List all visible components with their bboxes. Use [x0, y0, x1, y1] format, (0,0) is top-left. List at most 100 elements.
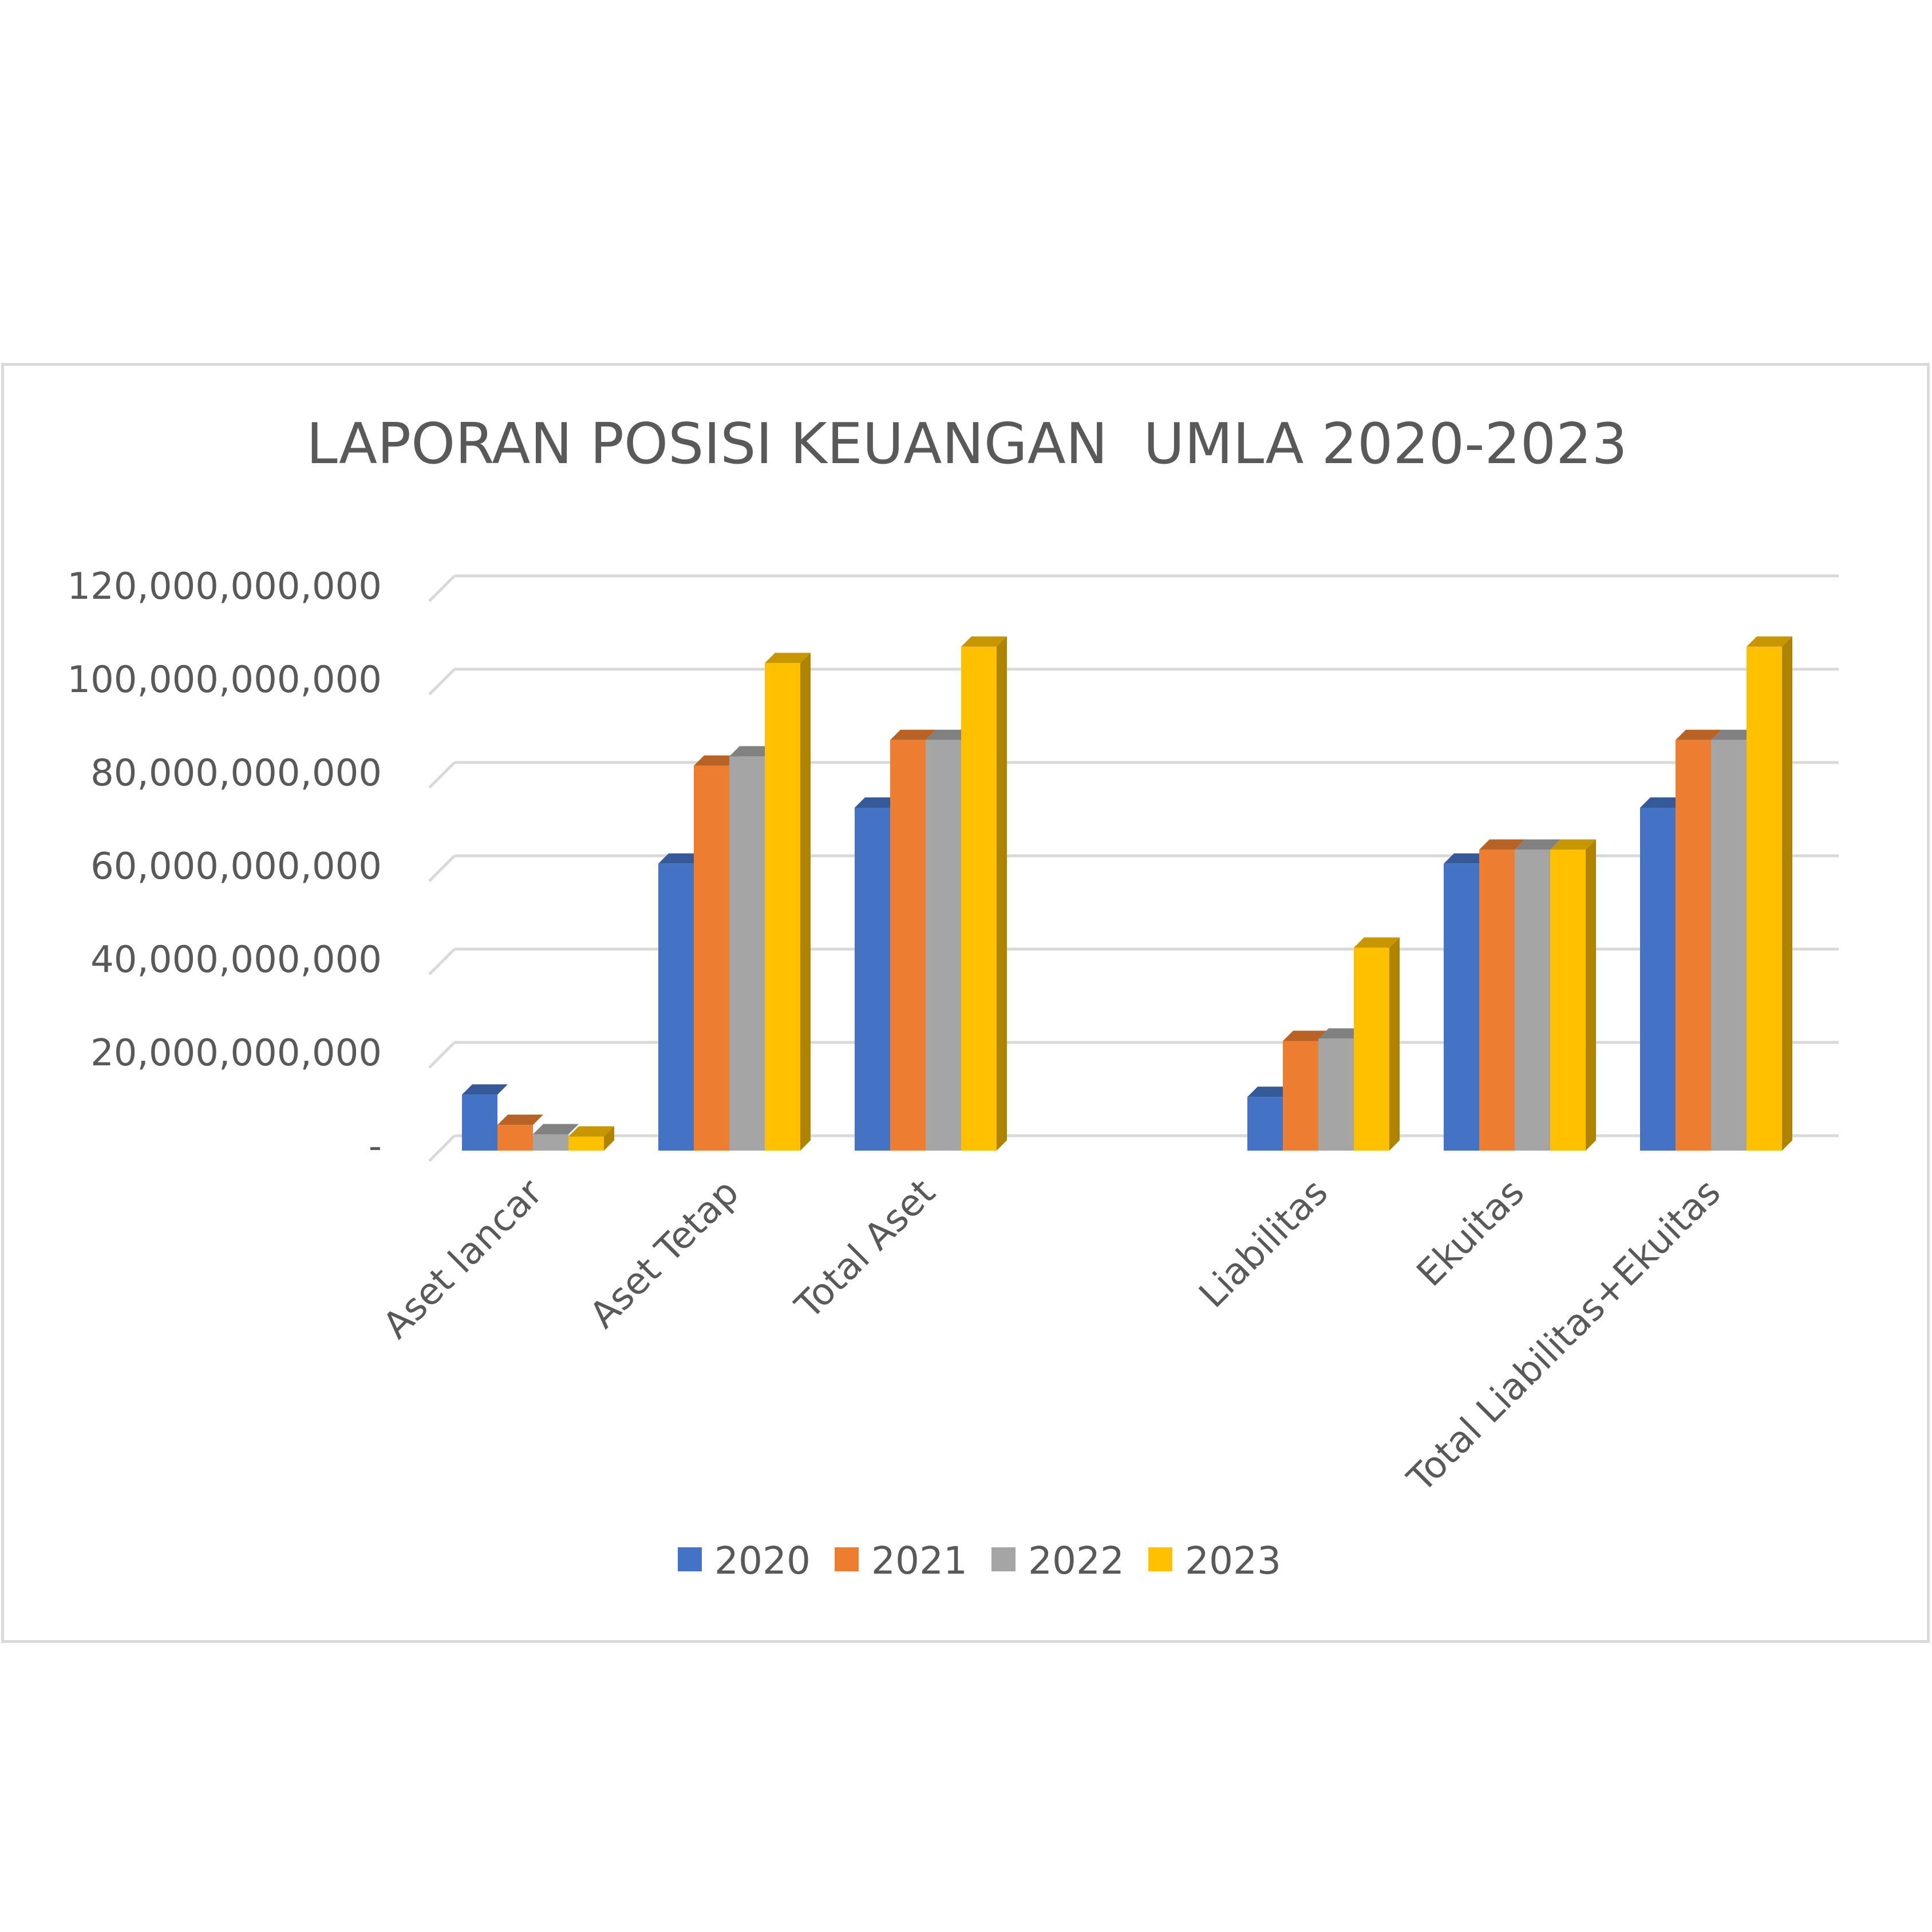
bar [765, 653, 811, 1151]
bar [1444, 853, 1490, 1151]
gridline-depth [428, 1135, 456, 1162]
legend-label: 2020 [714, 1539, 811, 1583]
bar-top [1676, 729, 1721, 740]
x-tick-label: Total Liabilitas+Ekuitas [1400, 1171, 1729, 1501]
legend-label: 2023 [1185, 1539, 1281, 1583]
bar [568, 1126, 614, 1151]
bar-front [765, 663, 800, 1151]
bar-top [462, 1084, 508, 1095]
x-tick-label: Aset Tetap [582, 1171, 747, 1337]
bar [1550, 839, 1596, 1151]
bar [961, 636, 1007, 1151]
bar-front [1515, 850, 1550, 1151]
bar [890, 729, 936, 1151]
bar-front [694, 765, 729, 1151]
y-tick-label: 120,000,000,000 [67, 566, 382, 608]
bar-front [926, 740, 961, 1151]
bar-chart: LAPORAN POSISI KEUANGAN UMLA 2020-2023 -… [67, 412, 1839, 1583]
bar [462, 1084, 508, 1151]
bar-top [533, 1124, 579, 1135]
bar-front [961, 646, 997, 1151]
bar [1247, 1086, 1293, 1151]
bar [729, 746, 775, 1151]
bar-side [1586, 839, 1596, 1151]
bar [1515, 839, 1560, 1151]
gridline-depth [428, 1041, 456, 1069]
x-tick-label: Liabilitas [1191, 1171, 1336, 1316]
bar-top [1444, 853, 1490, 864]
bar-front [1676, 740, 1711, 1151]
bar [1676, 729, 1721, 1151]
bar-front [1747, 646, 1782, 1151]
bar [1479, 839, 1525, 1151]
bar-top [765, 653, 811, 663]
bar-top [1550, 839, 1596, 850]
gridline-depth [428, 761, 456, 789]
bar [1318, 1028, 1364, 1151]
x-tick-label: Aset lancar [375, 1171, 551, 1348]
y-tick-label: 20,000,000,000 [90, 1032, 382, 1074]
bar-top [568, 1126, 614, 1137]
bar-side [604, 1126, 614, 1151]
chart-title: LAPORAN POSISI KEUANGAN UMLA 2020-2023 [306, 412, 1627, 477]
legend-swatch [678, 1547, 702, 1571]
bar-side [800, 653, 811, 1151]
bar [497, 1115, 543, 1151]
bar-front [1354, 947, 1389, 1151]
bar-top [1318, 1028, 1364, 1039]
x-axis-ticks: Aset lancar Aset Tetap Total Aset Liabilita… [375, 1171, 1729, 1501]
bar-top [1283, 1030, 1329, 1041]
gridline-depth [428, 575, 456, 602]
bar-top [497, 1115, 543, 1125]
bar-top [1640, 797, 1686, 808]
bar [1354, 937, 1400, 1151]
bar-front [1479, 850, 1515, 1151]
bar-top [694, 755, 740, 766]
y-tick-label: 60,000,000,000 [90, 846, 382, 888]
bar-top [1747, 636, 1792, 647]
bar [855, 797, 900, 1151]
bar-top [1479, 839, 1525, 850]
y-tick-label: 100,000,000,000 [67, 659, 382, 701]
bar-front [1550, 850, 1586, 1151]
bar-top [890, 729, 936, 740]
y-tick-label: - [369, 1125, 382, 1168]
bar-front [533, 1134, 568, 1151]
y-axis-ticks: - 20,000,000,000 40,000,000,000 60,000,000,… [67, 566, 382, 1168]
gridline-depth [428, 855, 456, 882]
bars [462, 636, 1792, 1151]
legend-swatch [835, 1547, 859, 1571]
legend-label: 2021 [871, 1539, 967, 1583]
bar-front [1318, 1038, 1354, 1151]
bar-front [890, 740, 926, 1151]
bar-front [1283, 1041, 1318, 1151]
bar-top [1711, 729, 1757, 740]
bar-front [658, 863, 694, 1151]
gridline-depth [428, 668, 456, 696]
gridline-depth [428, 948, 456, 975]
bar-front [729, 756, 765, 1151]
bar-front [855, 807, 890, 1151]
legend-swatch [991, 1547, 1016, 1571]
bar-front [497, 1125, 533, 1151]
bar-front [568, 1136, 604, 1151]
bar-side [1389, 937, 1400, 1151]
bar [1283, 1030, 1329, 1151]
bar [1747, 636, 1792, 1151]
bar-front [462, 1095, 497, 1151]
legend-swatch [1148, 1547, 1172, 1571]
bar [694, 755, 740, 1151]
bar-top [855, 797, 900, 808]
gridlines [428, 574, 1839, 1162]
x-tick-label: Total Aset [787, 1171, 943, 1327]
bar-top [1354, 937, 1400, 948]
bar-top [926, 729, 971, 740]
bar-top [1515, 839, 1560, 850]
bar-top [961, 636, 1007, 647]
legend: 2020 2021 2022 2023 [678, 1539, 1281, 1583]
bar [658, 853, 704, 1151]
bar-side [997, 636, 1007, 1151]
bar-top [729, 746, 775, 757]
bar-front [1711, 740, 1747, 1151]
bar-front [1444, 863, 1479, 1151]
